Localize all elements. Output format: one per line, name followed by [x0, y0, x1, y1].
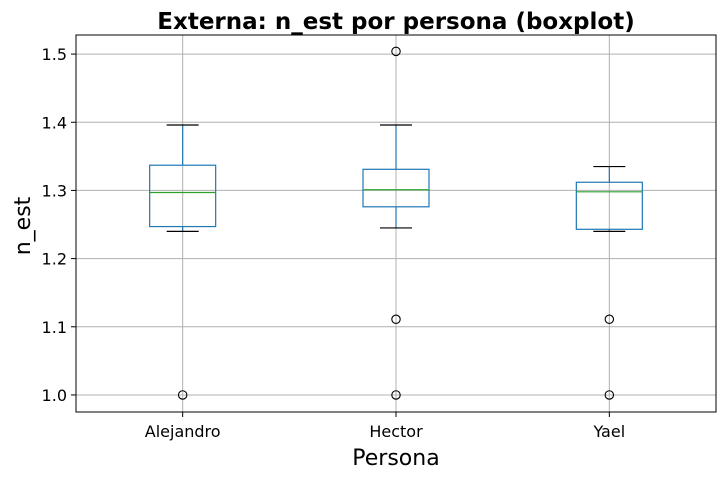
outlier-point [177, 390, 188, 400]
boxes [149, 46, 643, 400]
iqr-box [362, 168, 430, 208]
x-tick-label: Hector [369, 422, 423, 441]
y-tick-label: 1.5 [42, 45, 67, 64]
outlier-point [604, 390, 615, 400]
iqr-box [575, 181, 643, 230]
box-yael [575, 165, 643, 400]
chart-title: Externa: n_est por persona (boxplot) [157, 9, 634, 35]
outlier-point [604, 314, 615, 325]
ticks: 1.0 1.1 1.2 1.3 1.4 1.5 Alejandro Hector Yael [42, 45, 626, 441]
y-tick-label: 1.0 [42, 386, 67, 405]
x-axis-label: Persona [352, 446, 439, 471]
y-tick-label: 1.1 [42, 318, 67, 337]
y-axis-label: n_est [11, 196, 36, 255]
outlier-point [391, 390, 401, 400]
grid-lines [76, 35, 716, 412]
box-hector [362, 46, 430, 400]
x-tick-label: Alejandro [145, 422, 221, 441]
y-tick-label: 1.4 [42, 113, 67, 132]
outlier-point [391, 314, 401, 325]
x-tick-label: Yael [592, 422, 625, 441]
iqr-box [149, 164, 217, 228]
box-alejandro [149, 124, 217, 400]
y-tick-label: 1.2 [42, 250, 67, 269]
outlier-point [391, 46, 401, 57]
y-tick-label: 1.3 [42, 181, 67, 200]
